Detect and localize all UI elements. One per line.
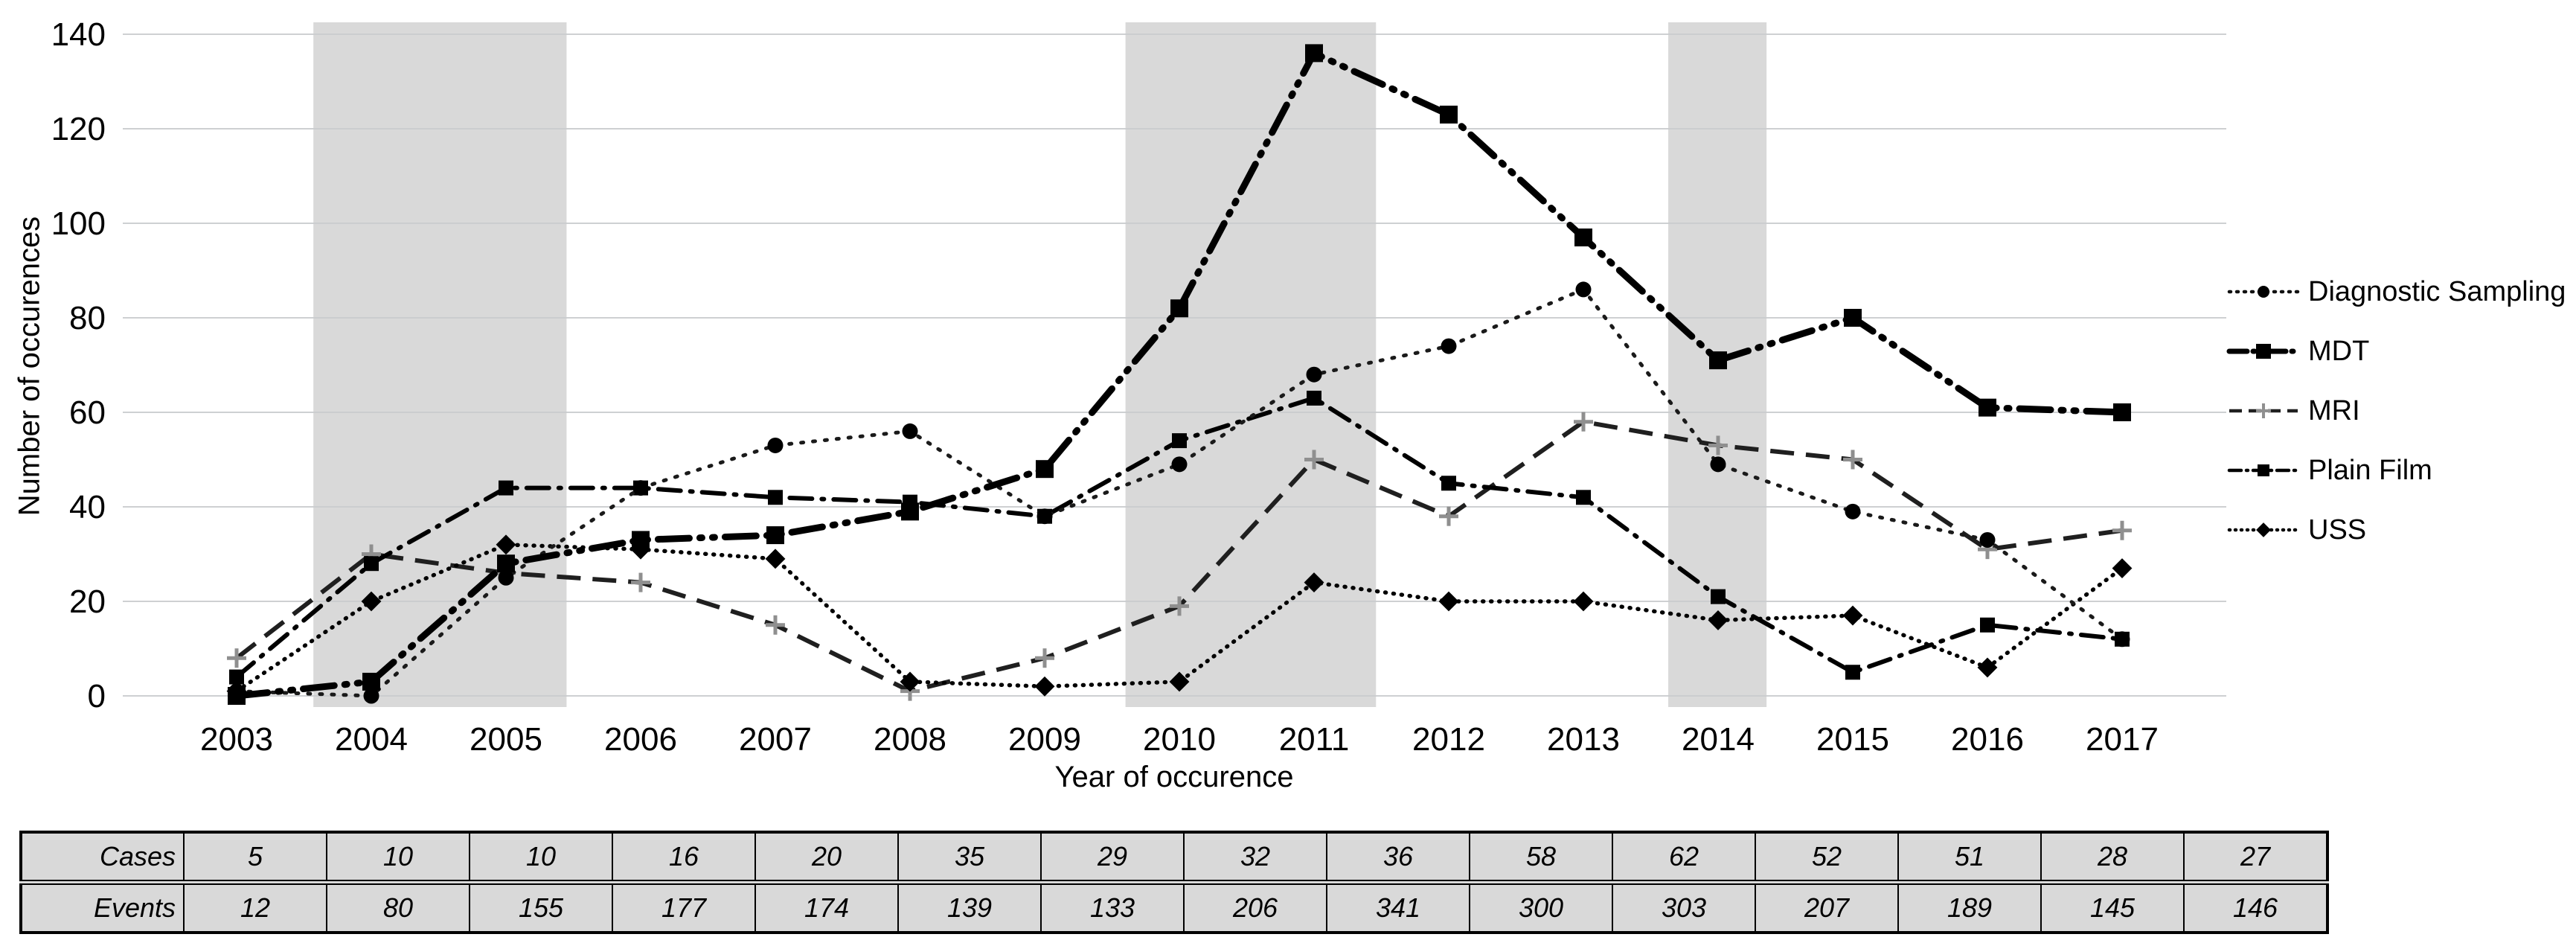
legend-item-mdt: MDT (2226, 322, 2566, 381)
svg-text:2008: 2008 (874, 721, 946, 758)
line-chart: 0 20 40 60 80 100 120 140 2003 2004 2005 2006 2007 20… (51, 16, 2226, 758)
svg-text:2009: 2009 (1008, 721, 1081, 758)
legend-glyph-mdt-icon (2226, 344, 2301, 359)
legend-label: MDT (2308, 335, 2370, 367)
svg-text:2006: 2006 (604, 721, 677, 758)
cases-cell: 20 (754, 831, 899, 885)
events-cell: 80 (326, 881, 470, 933)
cases-cell: 62 (1612, 831, 1756, 885)
legend-item-mri: MRI (2226, 381, 2566, 441)
svg-text:2014: 2014 (1682, 721, 1755, 758)
cases-cell: 27 (2183, 831, 2328, 885)
svg-text:2004: 2004 (335, 721, 408, 758)
events-cell: 12 (183, 881, 327, 933)
legend-glyph-mri-icon (2229, 403, 2298, 418)
svg-text:2007: 2007 (739, 721, 812, 758)
svg-text:2016: 2016 (1951, 721, 2024, 758)
svg-text:2003: 2003 (200, 721, 273, 758)
row-header-cases: Cases (20, 831, 185, 885)
cases-cell: 10 (326, 831, 470, 885)
legend-glyph-uss-icon (2227, 522, 2300, 537)
svg-text:20: 20 (69, 583, 106, 620)
svg-text:2005: 2005 (470, 721, 542, 758)
cases-cell: 16 (612, 831, 756, 885)
events-cell: 300 (1469, 881, 1613, 933)
svg-text:140: 140 (51, 16, 106, 53)
y-axis-title: Number of occurences (13, 216, 46, 517)
events-cell: 174 (754, 881, 899, 933)
legend-label: Plain Film (2308, 454, 2432, 486)
cases-cell: 10 (469, 831, 613, 885)
events-cell: 189 (1897, 881, 2042, 933)
events-cell: 133 (1040, 881, 1185, 933)
events-cell: 206 (1183, 881, 1327, 933)
events-cell: 207 (1755, 881, 1899, 933)
x-axis-title: Year of occurence (1054, 761, 1294, 793)
events-cell: 341 (1326, 881, 1470, 933)
svg-text:2013: 2013 (1547, 721, 1620, 758)
legend-label: MRI (2308, 394, 2360, 426)
legend-glyph-diagnostic-icon (2227, 286, 2300, 298)
events-cell: 145 (2040, 881, 2185, 933)
legend-label: Diagnostic Sampling (2308, 275, 2566, 307)
svg-text:2011: 2011 (1279, 721, 1350, 758)
table-row-cases: Cases 5 10 10 16 20 35 29 32 36 58 62 52… (20, 831, 2328, 885)
cases-cell: 58 (1469, 831, 1613, 885)
legend-item-plain-film: Plain Film (2226, 441, 2566, 500)
events-cell: 303 (1612, 881, 1756, 933)
cases-cell: 5 (183, 831, 327, 885)
svg-text:2012: 2012 (1412, 721, 1485, 758)
svg-text:0: 0 (88, 678, 106, 714)
cases-cell: 32 (1183, 831, 1327, 885)
row-header-events: Events (20, 881, 185, 933)
legend-label: USS (2308, 514, 2367, 546)
svg-text:100: 100 (51, 205, 106, 242)
cases-cell: 35 (897, 831, 1042, 885)
legend-item-diagnostic-sampling: Diagnostic Sampling (2226, 262, 2566, 322)
events-cell: 146 (2183, 881, 2328, 933)
events-cell: 177 (612, 881, 756, 933)
legend: Diagnostic Sampling MDT MRI Plain Film U… (2226, 262, 2566, 560)
events-cell: 155 (469, 881, 613, 933)
legend-item-uss: USS (2226, 500, 2566, 560)
legend-glyph-plain-film-icon (2227, 464, 2300, 476)
svg-text:2015: 2015 (1816, 721, 1889, 758)
cases-cell: 36 (1326, 831, 1470, 885)
svg-text:40: 40 (69, 489, 106, 525)
svg-text:60: 60 (69, 394, 106, 431)
cases-cell: 52 (1755, 831, 1899, 885)
cases-cell: 29 (1040, 831, 1185, 885)
events-cell: 139 (897, 881, 1042, 933)
svg-text:2017: 2017 (2086, 721, 2159, 758)
table-row-events: Events 12 80 155 177 174 139 133 206 341… (20, 881, 2328, 933)
cases-cell: 51 (1897, 831, 2042, 885)
svg-text:80: 80 (69, 300, 106, 336)
data-table: Cases 5 10 10 16 20 35 29 32 36 58 62 52… (19, 831, 2329, 934)
cases-cell: 28 (2040, 831, 2185, 885)
svg-text:2010: 2010 (1143, 721, 1216, 758)
svg-text:120: 120 (51, 111, 106, 147)
